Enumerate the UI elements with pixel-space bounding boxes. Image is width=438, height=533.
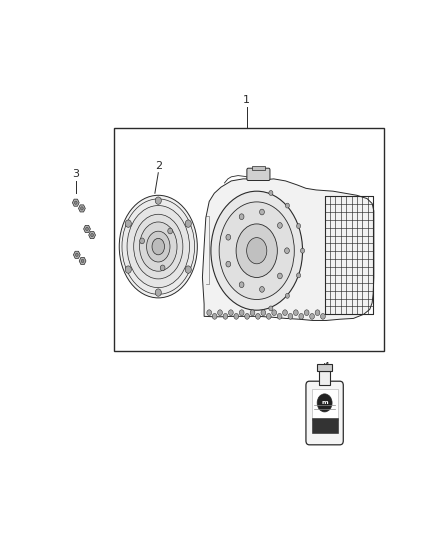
Ellipse shape — [140, 222, 177, 271]
Polygon shape — [84, 225, 90, 232]
Polygon shape — [74, 251, 80, 259]
Circle shape — [160, 265, 165, 271]
Circle shape — [297, 273, 300, 278]
Circle shape — [155, 197, 161, 204]
Circle shape — [245, 313, 250, 319]
FancyBboxPatch shape — [247, 168, 270, 181]
Circle shape — [207, 310, 212, 316]
Circle shape — [269, 190, 273, 196]
Circle shape — [272, 310, 276, 316]
Ellipse shape — [127, 206, 190, 288]
Circle shape — [185, 220, 191, 227]
Circle shape — [297, 223, 300, 229]
Circle shape — [255, 313, 260, 319]
Circle shape — [250, 310, 255, 316]
Bar — [319, 371, 330, 385]
Circle shape — [260, 287, 265, 292]
Circle shape — [239, 214, 244, 220]
Ellipse shape — [119, 195, 197, 298]
Bar — [312, 389, 338, 419]
Circle shape — [269, 306, 273, 311]
Polygon shape — [202, 179, 374, 320]
Ellipse shape — [219, 202, 294, 300]
Circle shape — [155, 289, 161, 296]
Circle shape — [317, 394, 332, 412]
Circle shape — [285, 293, 290, 298]
Circle shape — [310, 313, 314, 319]
Circle shape — [304, 310, 309, 316]
Bar — [114, 127, 384, 351]
Circle shape — [226, 261, 231, 267]
Circle shape — [75, 253, 78, 256]
Circle shape — [283, 310, 287, 316]
Circle shape — [81, 207, 83, 210]
Circle shape — [229, 310, 233, 316]
Circle shape — [239, 282, 244, 288]
Circle shape — [218, 310, 223, 316]
Circle shape — [278, 273, 282, 279]
Circle shape — [288, 313, 293, 319]
Polygon shape — [79, 257, 86, 264]
Circle shape — [226, 235, 231, 240]
Circle shape — [168, 228, 173, 234]
Circle shape — [125, 220, 131, 227]
Circle shape — [285, 203, 290, 208]
Circle shape — [212, 313, 217, 319]
Text: 1: 1 — [243, 95, 250, 105]
Circle shape — [299, 313, 304, 319]
Circle shape — [293, 310, 298, 316]
Circle shape — [223, 313, 228, 319]
Circle shape — [285, 248, 290, 254]
Circle shape — [266, 313, 271, 319]
Circle shape — [315, 310, 320, 316]
Bar — [325, 196, 373, 314]
Bar — [312, 418, 338, 433]
Text: m: m — [321, 400, 328, 406]
Bar — [252, 166, 265, 170]
Circle shape — [300, 248, 304, 253]
Circle shape — [278, 223, 282, 228]
Circle shape — [185, 266, 191, 273]
Circle shape — [140, 238, 145, 244]
Ellipse shape — [122, 199, 194, 294]
Ellipse shape — [152, 238, 165, 255]
Polygon shape — [72, 199, 79, 206]
Circle shape — [260, 209, 265, 215]
Ellipse shape — [236, 224, 277, 278]
Circle shape — [81, 260, 84, 263]
Ellipse shape — [211, 191, 303, 310]
Circle shape — [74, 201, 77, 204]
Polygon shape — [88, 231, 95, 239]
Circle shape — [321, 313, 325, 319]
Text: 2: 2 — [155, 160, 162, 171]
Polygon shape — [78, 205, 85, 212]
Ellipse shape — [147, 231, 170, 262]
FancyBboxPatch shape — [306, 381, 343, 445]
Circle shape — [86, 227, 88, 231]
Circle shape — [239, 310, 244, 316]
Circle shape — [125, 266, 131, 273]
Circle shape — [261, 310, 266, 316]
Circle shape — [234, 313, 239, 319]
Circle shape — [91, 233, 93, 237]
Ellipse shape — [247, 238, 267, 264]
Bar — [317, 365, 332, 371]
Circle shape — [277, 313, 282, 319]
Text: 4: 4 — [323, 362, 330, 372]
Text: 3: 3 — [73, 169, 80, 179]
Ellipse shape — [134, 214, 183, 279]
